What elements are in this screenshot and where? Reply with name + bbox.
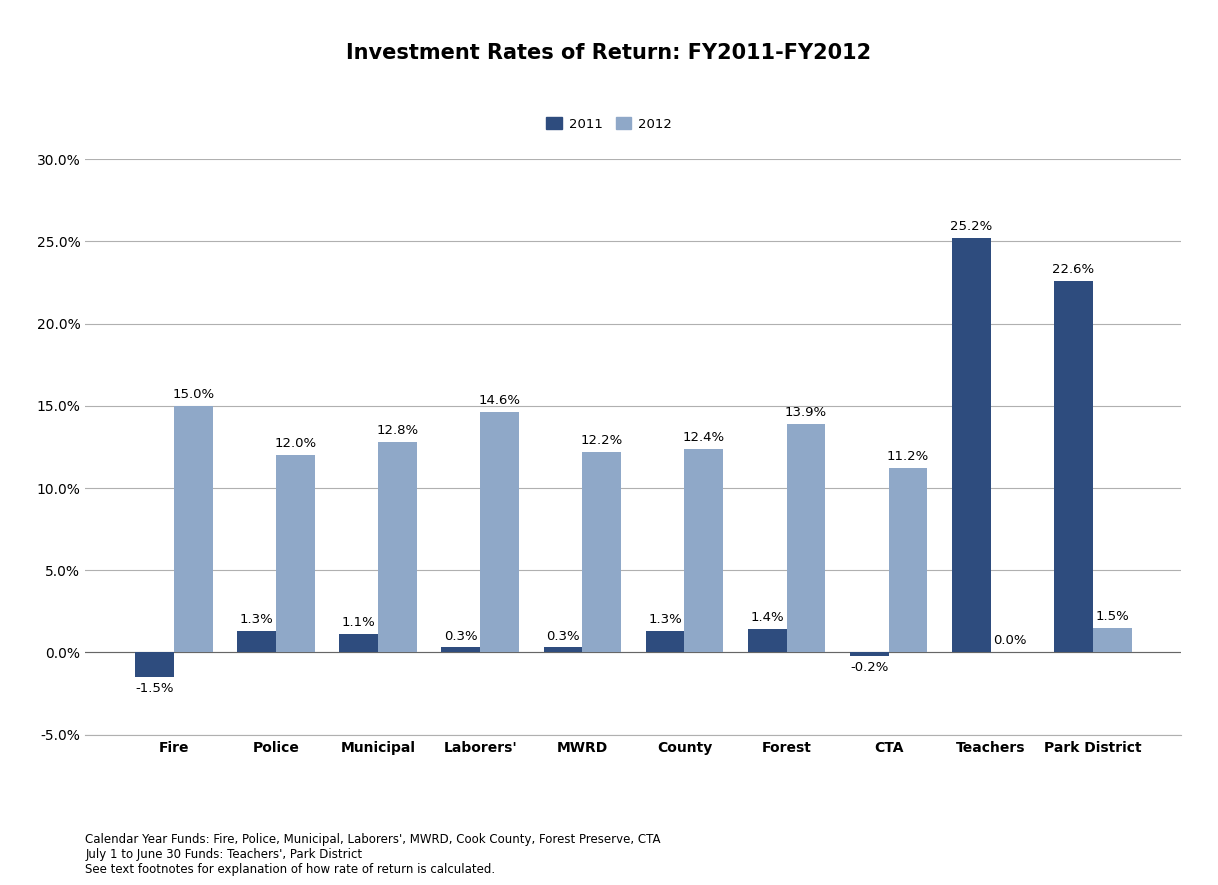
Bar [748, 629, 787, 652]
Text: -1.5%: -1.5% [135, 682, 174, 695]
Text: 1.4%: 1.4% [750, 612, 784, 625]
Bar [582, 452, 621, 652]
Bar [952, 238, 990, 652]
Text: 1.3%: 1.3% [240, 613, 274, 626]
Text: 12.8%: 12.8% [376, 424, 419, 437]
Bar [685, 449, 723, 652]
Text: 15.0%: 15.0% [172, 388, 214, 401]
Bar [1054, 281, 1093, 652]
Text: 0.3%: 0.3% [546, 629, 580, 643]
Text: -0.2%: -0.2% [850, 660, 888, 673]
Text: 0.3%: 0.3% [445, 629, 477, 643]
Bar [543, 648, 582, 652]
Bar [1093, 627, 1132, 652]
Text: 0.0%: 0.0% [994, 635, 1027, 648]
Text: 1.3%: 1.3% [648, 613, 682, 626]
Bar [850, 652, 889, 656]
Bar [378, 442, 417, 652]
Bar [889, 468, 927, 652]
Text: 12.2%: 12.2% [581, 434, 622, 447]
Text: 1.1%: 1.1% [342, 616, 375, 629]
Bar [340, 635, 378, 652]
Text: 22.6%: 22.6% [1052, 263, 1095, 276]
Bar [441, 648, 480, 652]
Bar [174, 406, 213, 652]
Text: 11.2%: 11.2% [887, 450, 929, 464]
Text: 12.4%: 12.4% [683, 431, 725, 443]
Text: 14.6%: 14.6% [479, 395, 520, 407]
Text: 12.0%: 12.0% [274, 437, 317, 450]
Bar [480, 412, 519, 652]
Text: 25.2%: 25.2% [950, 220, 993, 234]
Text: 13.9%: 13.9% [784, 406, 827, 419]
Text: Calendar Year Funds: Fire, Police, Municipal, Laborers', MWRD, Cook County, Fore: Calendar Year Funds: Fire, Police, Munic… [85, 833, 660, 876]
Legend: 2011, 2012: 2011, 2012 [546, 117, 672, 131]
Text: 1.5%: 1.5% [1095, 610, 1129, 623]
Bar [238, 631, 276, 652]
Text: Investment Rates of Return: FY2011-FY2012: Investment Rates of Return: FY2011-FY201… [346, 43, 872, 63]
Bar [276, 455, 314, 652]
Bar [646, 631, 685, 652]
Bar [135, 652, 174, 677]
Bar [787, 424, 826, 652]
